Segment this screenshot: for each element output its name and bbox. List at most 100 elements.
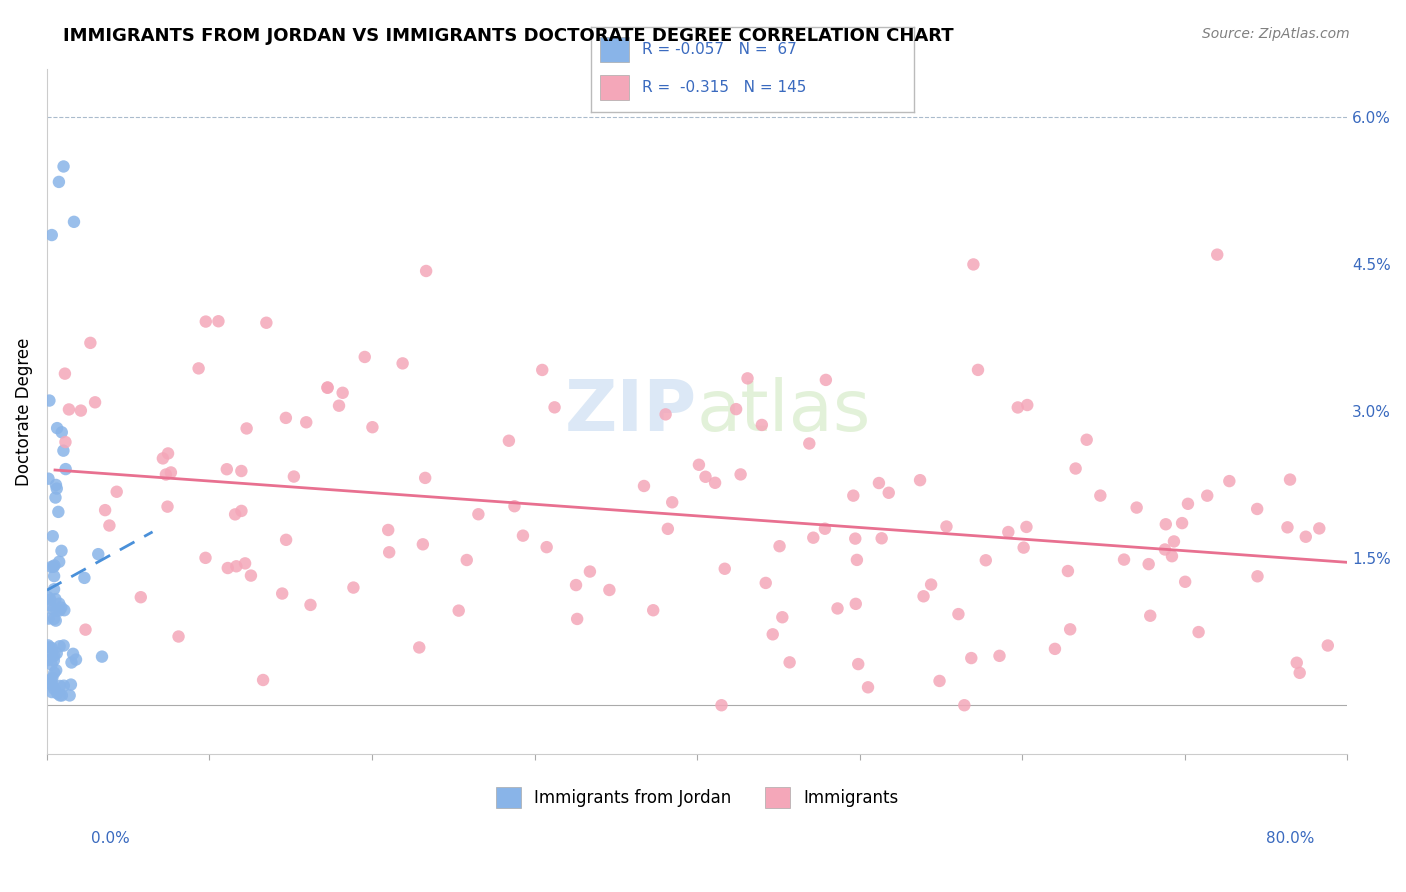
Point: [598, 582, 620, 597]
Point: [801, 531, 824, 545]
Point: [962, 257, 984, 271]
Point: [827, 601, 849, 615]
Point: [94, 503, 117, 517]
Point: [737, 371, 759, 385]
Point: [997, 524, 1019, 539]
Point: [52, 639, 75, 653]
Point: [1197, 489, 1219, 503]
Point: [49, 689, 72, 703]
Point: [1171, 516, 1194, 530]
Point: [167, 630, 190, 644]
Point: [565, 612, 588, 626]
Point: [252, 673, 274, 687]
Point: [42, 602, 65, 616]
Point: [42, 529, 65, 543]
Point: [661, 495, 683, 509]
Point: [38, 611, 60, 625]
Point: [467, 507, 489, 521]
Point: [447, 604, 470, 618]
Point: [498, 434, 520, 448]
Point: [1218, 474, 1240, 488]
Point: [187, 361, 209, 376]
Point: [1246, 569, 1268, 583]
Point: [42, 653, 65, 667]
Text: R = -0.057   N =  67: R = -0.057 N = 67: [643, 42, 797, 57]
Point: [353, 350, 375, 364]
Point: [41, 647, 63, 661]
Point: [953, 698, 976, 713]
Point: [152, 451, 174, 466]
Legend: Immigrants from Jordan, Immigrants: Immigrants from Jordan, Immigrants: [489, 780, 905, 814]
Point: [129, 591, 152, 605]
Point: [845, 597, 868, 611]
Point: [1285, 656, 1308, 670]
Point: [960, 651, 983, 665]
Point: [51, 425, 73, 440]
Point: [543, 401, 565, 415]
Point: [44, 491, 66, 505]
Point: [45, 482, 67, 496]
Point: [928, 673, 950, 688]
Point: [44, 592, 66, 607]
Point: [231, 464, 253, 478]
Y-axis label: Doctorate Degree: Doctorate Degree: [15, 337, 32, 485]
Point: [98, 518, 121, 533]
Point: [328, 399, 350, 413]
Point: [224, 508, 246, 522]
Point: [342, 581, 364, 595]
Point: [1015, 520, 1038, 534]
Text: R =  -0.315   N = 145: R = -0.315 N = 145: [643, 80, 807, 95]
Point: [48, 555, 70, 569]
Point: [1012, 541, 1035, 555]
Point: [1137, 557, 1160, 571]
Point: [62, 647, 84, 661]
Point: [42, 569, 65, 583]
Point: [59, 677, 82, 691]
Point: [779, 656, 801, 670]
Point: [42, 612, 65, 626]
Point: [1288, 665, 1310, 680]
Point: [65, 652, 87, 666]
Point: [235, 421, 257, 435]
Point: [41, 657, 63, 672]
Point: [704, 475, 727, 490]
Point: [52, 679, 75, 693]
Point: [41, 678, 63, 692]
Point: [70, 403, 93, 417]
Point: [157, 446, 180, 460]
Point: [51, 689, 73, 703]
Point: [1112, 552, 1135, 566]
Point: [233, 557, 256, 571]
Point: [710, 698, 733, 713]
Point: [155, 467, 177, 482]
Point: [377, 523, 399, 537]
Point: [45, 646, 67, 660]
Point: [39, 676, 62, 690]
Point: [58, 402, 80, 417]
Point: [579, 565, 602, 579]
Point: [194, 550, 217, 565]
Point: [1057, 564, 1080, 578]
Point: [48, 175, 70, 189]
Point: [48, 640, 70, 654]
Point: [1154, 542, 1177, 557]
Point: [412, 537, 434, 551]
Point: [59, 689, 82, 703]
Point: [1279, 473, 1302, 487]
Point: [512, 529, 534, 543]
Point: [1139, 608, 1161, 623]
Point: [41, 560, 63, 574]
Point: [45, 614, 67, 628]
Point: [91, 649, 114, 664]
Point: [39, 599, 62, 613]
Point: [1163, 534, 1185, 549]
Point: [332, 385, 354, 400]
Point: [814, 522, 837, 536]
Point: [536, 540, 558, 554]
Point: [45, 604, 67, 618]
Point: [225, 559, 247, 574]
Point: [730, 467, 752, 482]
Point: [1246, 502, 1268, 516]
Point: [1206, 247, 1229, 261]
Point: [37, 591, 59, 605]
